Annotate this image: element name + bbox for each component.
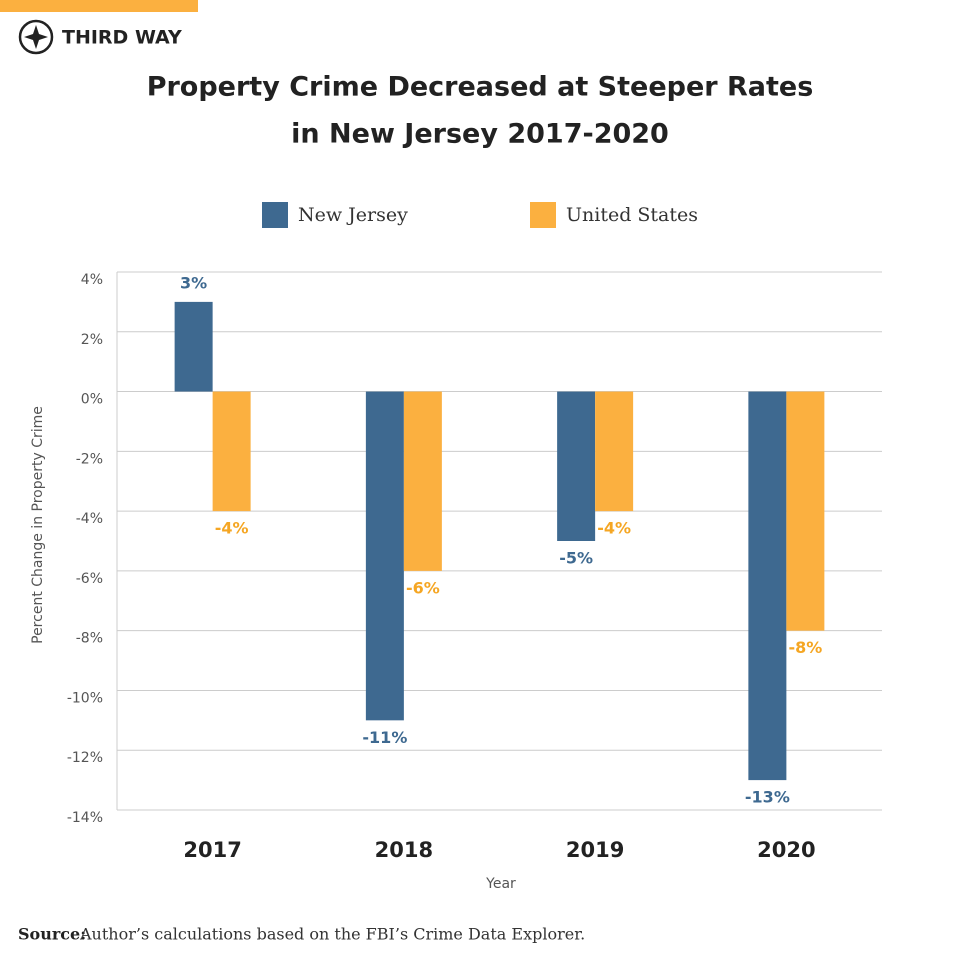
- y-axis-label: Percent Change in Property Crime: [30, 406, 46, 644]
- y-tick-label: -14%: [67, 810, 103, 826]
- y-tick-label: 0%: [81, 392, 103, 408]
- value-label: -4%: [597, 519, 631, 538]
- bar: [365, 391, 404, 721]
- logo: [18, 19, 54, 55]
- bar: [595, 391, 634, 512]
- chart-title: in New Jersey 2017-2020: [291, 119, 669, 150]
- x-tick-label: 2019: [566, 838, 624, 862]
- x-axis-label: Year: [485, 876, 516, 892]
- y-tick-label: -10%: [67, 690, 103, 706]
- value-label: -6%: [406, 578, 440, 597]
- y-tick-label: -4%: [76, 511, 103, 527]
- legend-swatch: [530, 202, 556, 228]
- bar: [786, 391, 825, 631]
- bar: [212, 391, 251, 512]
- source-text: Author’s calculations based on the FBI’s…: [79, 925, 585, 944]
- bar: [403, 391, 442, 571]
- source-label: Source:: [18, 925, 86, 944]
- y-tick-label: -8%: [76, 631, 103, 647]
- y-tick-label: -2%: [76, 451, 103, 467]
- legend-swatch: [262, 202, 288, 228]
- legend-label: New Jersey: [298, 204, 408, 226]
- y-tick-label: -12%: [67, 750, 103, 766]
- bar: [174, 301, 213, 392]
- value-label: -11%: [362, 728, 407, 747]
- legend-label: United States: [566, 204, 698, 226]
- y-tick-label: 2%: [81, 332, 103, 348]
- bar: [748, 391, 787, 781]
- value-label: -13%: [745, 788, 790, 807]
- x-tick-label: 2017: [183, 838, 241, 862]
- value-label: -8%: [788, 638, 822, 657]
- x-tick-label: 2018: [375, 838, 433, 862]
- y-tick-label: -6%: [76, 571, 103, 587]
- x-tick-label: 2020: [757, 838, 815, 862]
- brand: THIRD WAY: [62, 27, 182, 49]
- y-tick-label: 4%: [81, 272, 103, 288]
- value-label: -4%: [215, 519, 249, 538]
- chart-title: Property Crime Decreased at Steeper Rate…: [147, 72, 814, 103]
- value-label: 3%: [180, 273, 207, 292]
- value-label: -5%: [559, 549, 593, 568]
- accent-bar: [0, 0, 198, 12]
- bar: [557, 391, 596, 541]
